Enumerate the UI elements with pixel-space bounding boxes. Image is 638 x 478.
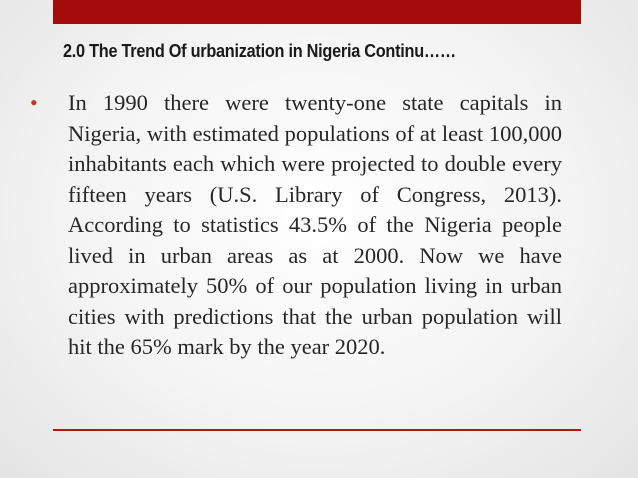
slide-title: 2.0 The Trend Of urbanization in Nigeria… (63, 40, 456, 61)
slide-content: • In 1990 there were twenty-one state ca… (30, 88, 562, 363)
bullet-text: In 1990 there were twenty-one state capi… (68, 90, 562, 359)
top-accent-bar (53, 0, 581, 24)
bottom-divider-line (53, 429, 581, 431)
bullet-item: • In 1990 there were twenty-one state ca… (30, 88, 562, 363)
bullet-icon: • (30, 90, 38, 115)
